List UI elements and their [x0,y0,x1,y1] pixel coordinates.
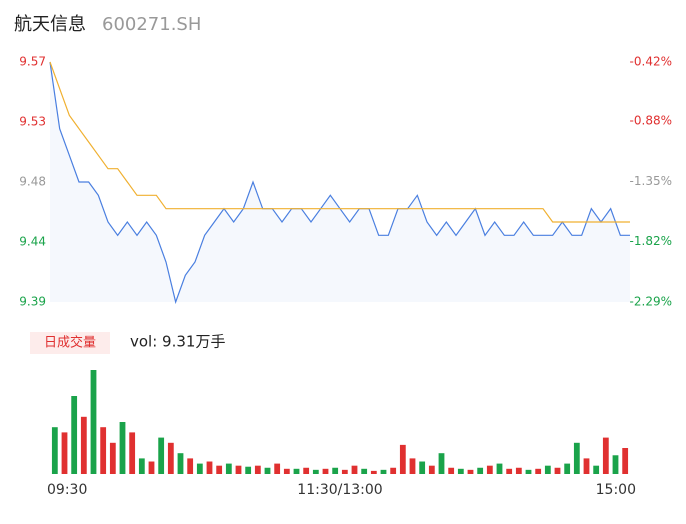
volume-bar [196,463,203,474]
price-area [50,62,630,302]
volume-bar [496,463,503,474]
volume-bar [148,461,155,474]
volume-bar [361,468,368,474]
volume-bar [235,465,242,474]
volume-bar [100,427,107,474]
volume-bar [380,469,387,474]
x-tick-label: 15:00 [596,482,636,498]
volume-bar [177,453,184,474]
volume-bar [457,468,464,474]
volume-bar [119,422,126,474]
y-tick-label: 9.44 [19,235,46,249]
volume-bar [274,463,281,474]
volume-bar [593,465,600,474]
volume-bar [419,461,426,474]
volume-bar [216,465,223,474]
volume-bar [602,437,609,474]
volume-bar [573,442,580,474]
y2-tick-label: -2.29% [630,295,672,309]
volume-bar [283,468,290,474]
volume-bar [554,467,561,474]
y2-tick-label: -1.82% [630,234,672,248]
x-tick-label: 11:30/13:00 [297,482,382,498]
volume-bar [622,448,629,474]
volume-bar [264,467,271,474]
volume-bar [312,469,319,474]
volume-bar [544,465,551,474]
volume-title: 日成交量 [44,335,96,351]
volume-bar [370,470,377,474]
average-line [49,61,630,223]
volume-bar [245,466,252,474]
volume-badge [30,332,110,354]
volume-bar [467,469,474,474]
volume-bar [206,461,213,474]
volume-bar [506,468,513,474]
y2-tick-label: -0.42% [630,55,672,69]
volume-bar [525,469,532,474]
volume-bar [90,370,97,474]
volume-bar [225,463,232,474]
stock-code: 600271.SH [102,14,201,35]
y-tick-label: 9.48 [19,175,46,189]
y2-tick-label: -1.35% [630,174,672,188]
volume-bar [303,467,310,474]
volume-bar [71,396,78,474]
volume-bar [409,458,416,474]
volume-bar [109,442,116,474]
volume-bar [477,467,484,474]
volume-bar [390,467,397,474]
y-tick-label: 9.39 [19,295,46,309]
volume-bar [428,465,435,474]
volume-bar [612,455,619,474]
volume-bar [61,432,68,474]
volume-bar [332,467,339,474]
volume-bar [448,467,455,474]
volume-bar [351,465,358,474]
volume-bar [438,453,445,474]
volume-bar [51,427,58,474]
volume-bar [293,468,300,474]
volume-bar [322,468,329,474]
volume-bar [583,458,590,474]
volume-bar [515,467,522,474]
volume-bar [254,465,261,474]
volume-bar [486,465,493,474]
volume-bar [129,432,136,474]
volume-bar [341,469,348,474]
volume-bar [167,442,174,474]
volume-bar [158,437,165,474]
volume-bar [80,416,87,474]
volume-bar [399,444,406,474]
y2-tick-label: -0.88% [630,114,672,128]
volume-bar [564,463,571,474]
volume-bar [187,458,194,474]
volume-bar [138,458,145,474]
stock-name: 航天信息 [14,14,86,35]
y-tick-label: 9.57 [19,55,46,69]
y-tick-label: 9.53 [19,115,46,129]
volume-text: vol: 9.31万手 [130,333,225,351]
x-tick-label: 09:30 [47,482,87,498]
volume-bar [535,468,542,474]
